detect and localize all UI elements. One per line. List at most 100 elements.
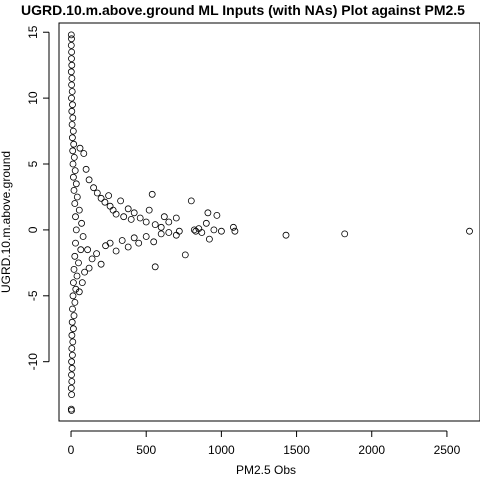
data-point-63 xyxy=(93,189,101,197)
data-point-28 xyxy=(72,213,79,221)
data-point-65 xyxy=(101,198,109,206)
data-point-117 xyxy=(217,227,225,235)
data-point-36 xyxy=(70,265,78,273)
data-point-15 xyxy=(69,127,77,135)
data-point-91 xyxy=(106,239,114,247)
data-point-95 xyxy=(130,234,138,242)
data-point-40 xyxy=(69,292,77,300)
data-point-96 xyxy=(135,239,143,247)
plot-frame xyxy=(58,22,480,422)
y-tick-label--10: -10 xyxy=(26,353,40,371)
data-point-16 xyxy=(69,134,76,142)
data-point-33 xyxy=(77,246,85,254)
x-tick-label-500: 500 xyxy=(136,443,156,457)
data-point-108 xyxy=(190,226,198,234)
data-point-13 xyxy=(69,114,77,122)
data-point-34 xyxy=(71,252,79,260)
data-point-106 xyxy=(85,264,93,272)
data-point-14 xyxy=(68,121,76,128)
data-point-54 xyxy=(67,384,75,392)
data-point-5 xyxy=(68,61,76,69)
data-point-98 xyxy=(150,238,158,246)
data-point-9 xyxy=(68,88,76,95)
x-tick-label-1000: 1000 xyxy=(208,443,235,457)
data-point-101 xyxy=(165,229,173,236)
y-tick-label-0: 0 xyxy=(26,226,40,233)
data-point-46 xyxy=(68,331,76,339)
data-point-21 xyxy=(71,167,79,175)
data-point-22 xyxy=(70,173,77,181)
data-point-31 xyxy=(79,233,87,240)
x-tick-label-2500: 2500 xyxy=(434,443,461,457)
data-point-17 xyxy=(70,140,78,148)
data-point-66 xyxy=(105,192,112,200)
data-point-11 xyxy=(69,101,76,109)
data-point-115 xyxy=(210,226,218,234)
data-point-73 xyxy=(127,215,135,223)
data-point-50 xyxy=(68,358,75,366)
data-point-97 xyxy=(142,233,150,240)
data-point-120 xyxy=(282,231,290,239)
y-tick-label-10: 10 xyxy=(26,91,40,105)
data-point-74 xyxy=(130,209,138,217)
data-point-30 xyxy=(72,226,80,234)
data-point-80 xyxy=(157,223,165,231)
data-point-25 xyxy=(73,193,81,201)
data-point-103 xyxy=(81,268,88,276)
chart-title: UGRD.10.m.above.ground ML Inputs (with N… xyxy=(21,2,465,18)
data-point-41 xyxy=(71,298,79,306)
data-point-59 xyxy=(80,150,88,157)
data-point-43 xyxy=(70,312,78,320)
data-point-121 xyxy=(341,230,349,238)
data-point-45 xyxy=(70,325,77,333)
data-point-62 xyxy=(90,184,97,192)
data-point-114 xyxy=(205,235,213,243)
data-point-111 xyxy=(198,229,206,236)
data-point-118 xyxy=(229,223,237,231)
data-point-55 xyxy=(68,391,75,399)
data-point-53 xyxy=(68,378,76,385)
data-point-81 xyxy=(160,213,168,221)
data-point-77 xyxy=(145,206,153,214)
x-axis-label: PM2.5 Obs xyxy=(236,463,296,477)
data-point-90 xyxy=(102,242,109,250)
x-axis: 0 500 1000 1500 2000 2500 xyxy=(68,430,461,457)
data-point-0 xyxy=(67,31,75,39)
data-point-24 xyxy=(70,186,78,194)
data-point-61 xyxy=(85,176,93,184)
data-point-116 xyxy=(213,211,221,219)
data-point-112 xyxy=(202,219,210,227)
data-point-94 xyxy=(124,243,132,251)
data-points xyxy=(67,31,473,414)
data-point-48 xyxy=(68,345,76,352)
data-point-122 xyxy=(466,227,473,235)
data-point-1 xyxy=(68,35,75,43)
data-point-2 xyxy=(67,42,75,49)
data-point-27 xyxy=(75,206,83,214)
data-point-18 xyxy=(69,147,77,155)
data-point-57 xyxy=(68,407,75,414)
data-point-79 xyxy=(151,221,159,229)
data-point-93 xyxy=(118,237,126,244)
y-tick-label--5: -5 xyxy=(26,290,40,301)
data-point-47 xyxy=(69,338,77,346)
data-point-60 xyxy=(82,165,90,173)
data-point-119 xyxy=(231,227,239,235)
y-tick-label-15: 15 xyxy=(26,25,40,39)
data-point-68 xyxy=(109,206,117,214)
data-point-75 xyxy=(136,214,144,222)
data-point-58 xyxy=(76,144,84,152)
data-point-85 xyxy=(181,251,189,259)
data-point-113 xyxy=(204,209,212,217)
data-point-86 xyxy=(84,246,91,254)
data-point-82 xyxy=(165,218,173,226)
data-point-88 xyxy=(93,250,100,258)
data-point-76 xyxy=(142,218,150,226)
data-point-51 xyxy=(68,364,76,372)
data-point-102 xyxy=(172,231,180,239)
data-point-89 xyxy=(97,260,105,268)
data-point-23 xyxy=(72,180,80,188)
x-tick-label-2000: 2000 xyxy=(358,443,385,457)
data-point-64 xyxy=(97,194,105,202)
